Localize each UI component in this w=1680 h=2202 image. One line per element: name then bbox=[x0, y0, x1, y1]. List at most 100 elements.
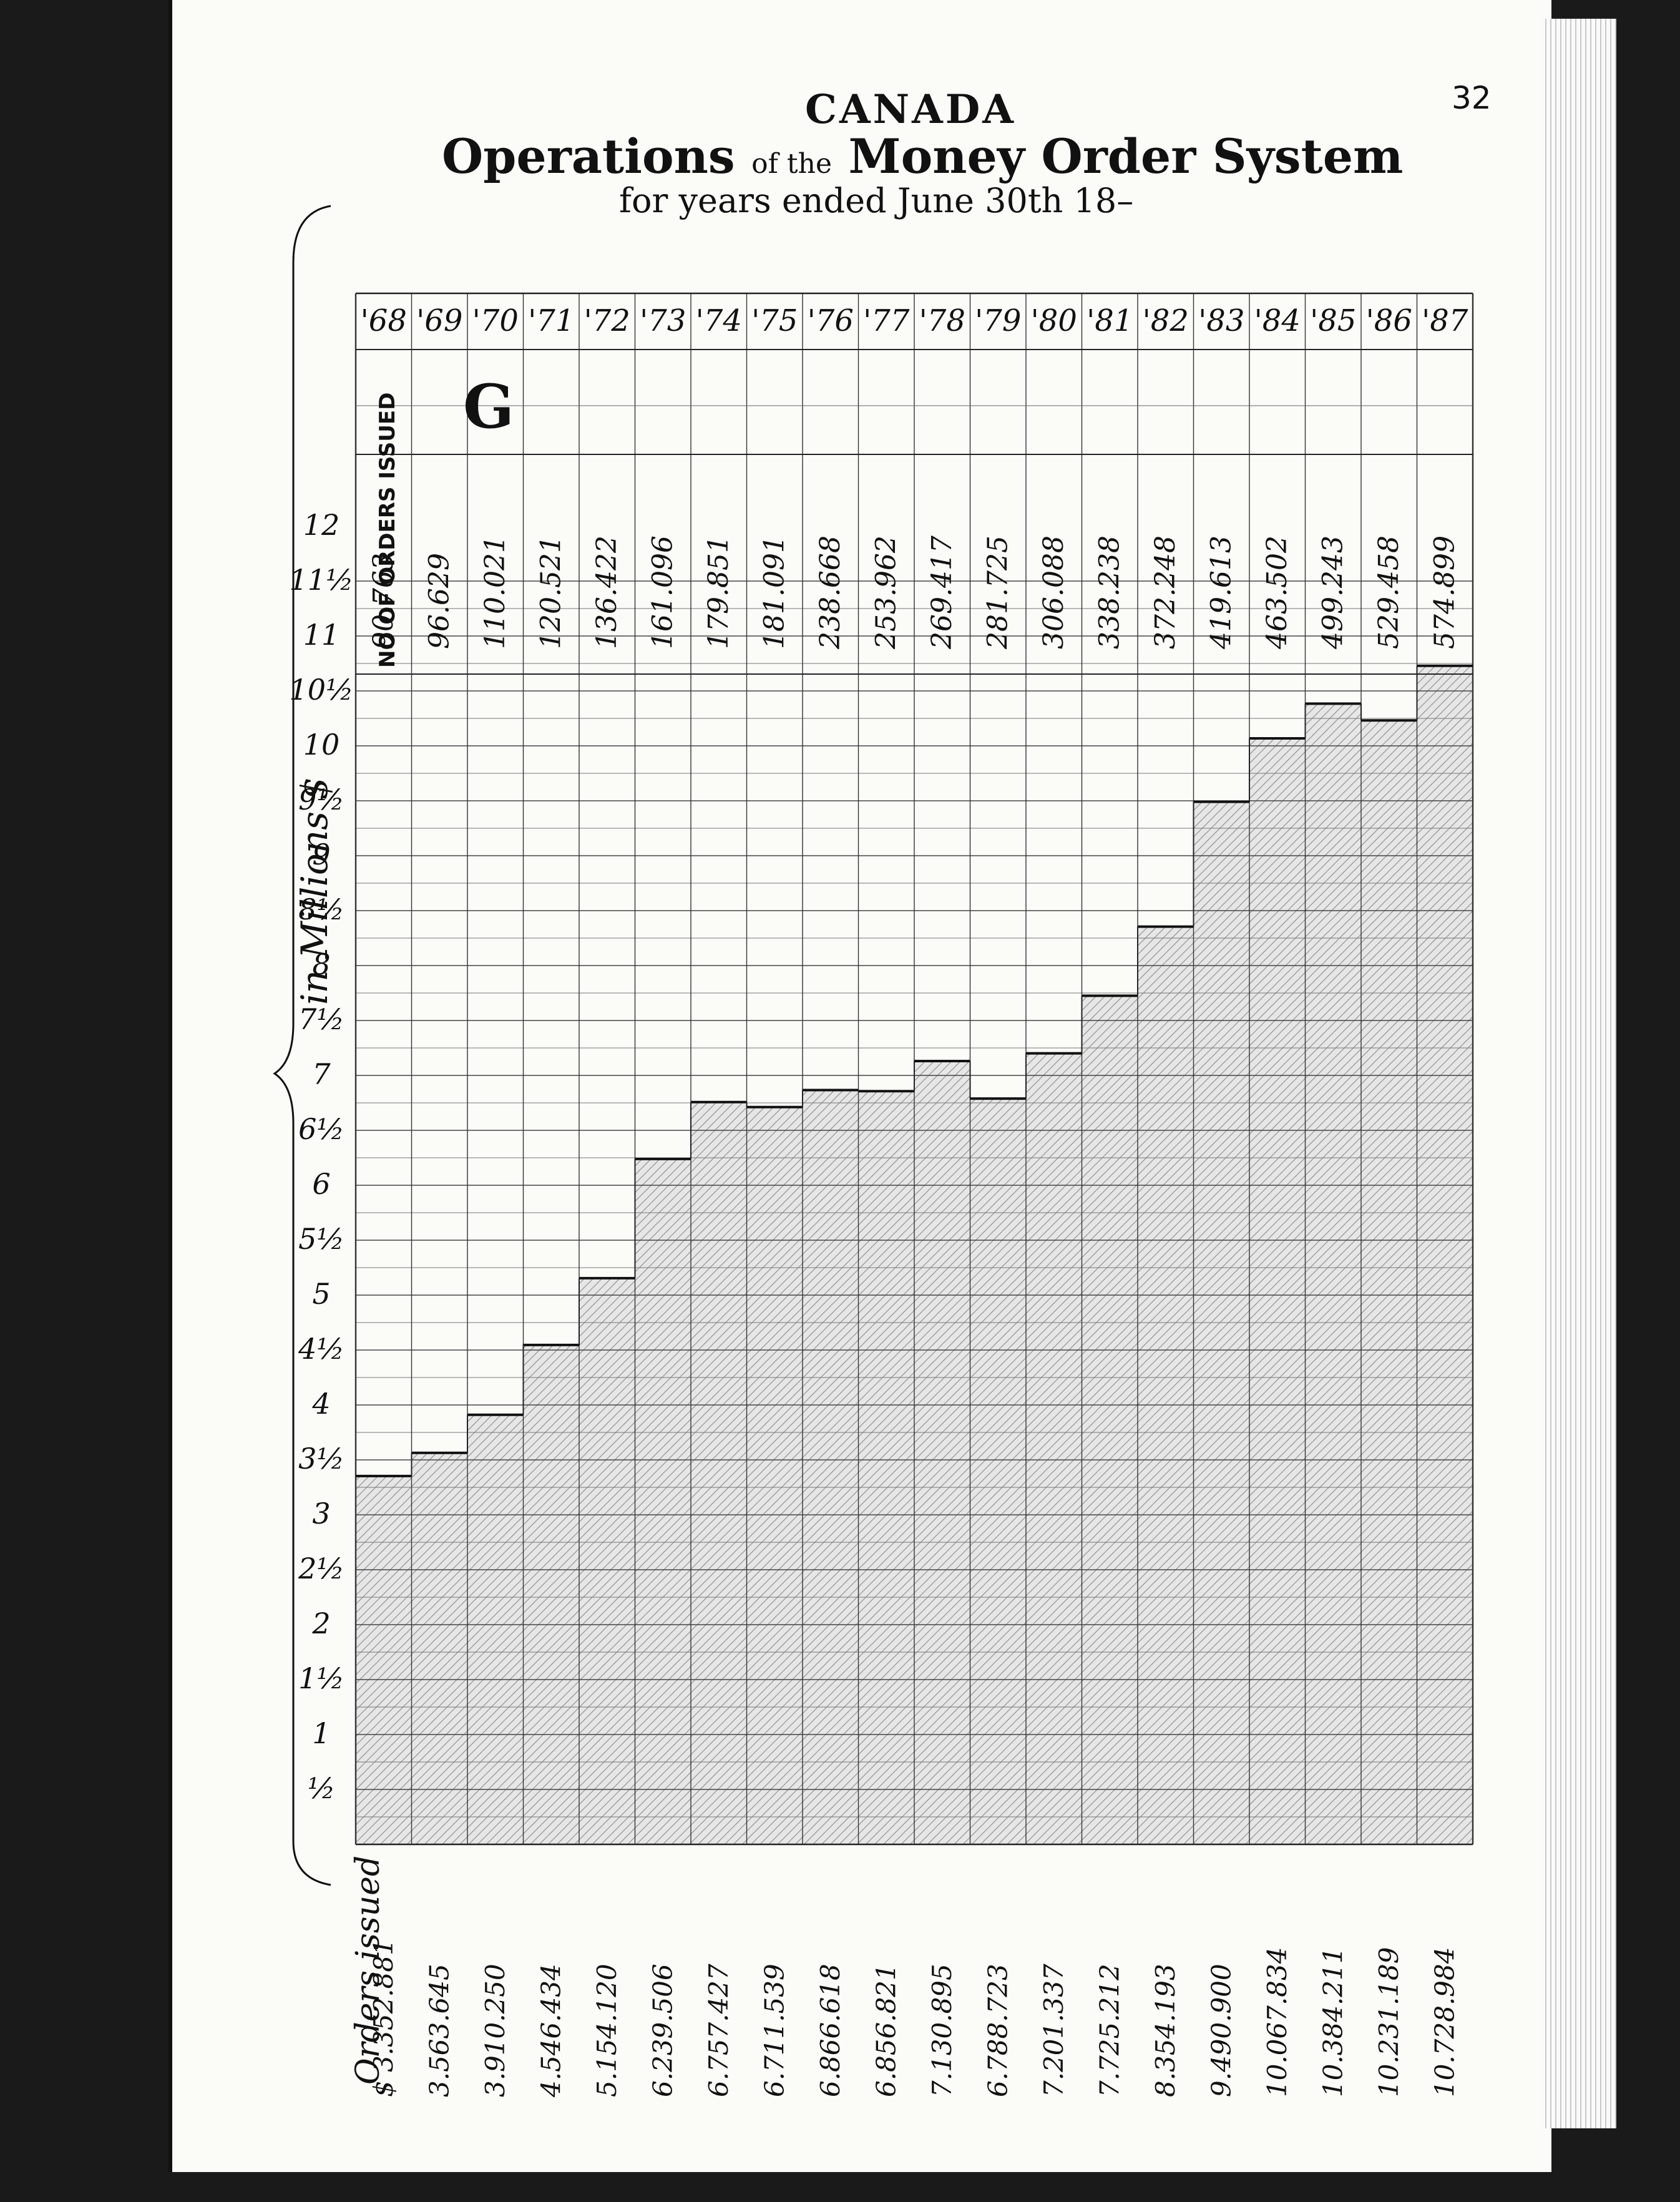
year-label-5: '73 bbox=[640, 303, 686, 338]
chart-decorations: NO OF ORDERS ISSUED G bbox=[273, 205, 514, 1886]
orders-issued-14: 372.248 bbox=[1150, 536, 1181, 649]
y-tick-label-10: 5½ bbox=[298, 1222, 344, 1256]
y-tick-label-18: 9½ bbox=[298, 783, 344, 816]
value-label-17: 10.384.211 bbox=[1317, 1947, 1348, 2097]
orders-issued-16: 463.502 bbox=[1261, 536, 1293, 650]
bar-13 bbox=[1082, 996, 1138, 1844]
y-tick-label-23: 12 bbox=[303, 508, 340, 542]
year-label-19: '87 bbox=[1422, 303, 1468, 338]
page-edge-stack bbox=[1541, 19, 1616, 2128]
y-tick-label-4: 2½ bbox=[298, 1552, 344, 1585]
orders-issued-15: 419.613 bbox=[1205, 536, 1237, 650]
year-label-9: '77 bbox=[863, 303, 910, 338]
y-tick-label-22: 11½ bbox=[289, 563, 353, 597]
bar-17 bbox=[1305, 703, 1361, 1844]
value-labels: $ 3.352.881 3.563.645 3.910.250 4.546.434 5.… bbox=[368, 1939, 1460, 2098]
y-tick-label-6: 3½ bbox=[298, 1442, 344, 1475]
orders-issued-19: 574.899 bbox=[1428, 536, 1460, 649]
value-label-9: 6.856.821 bbox=[871, 1964, 901, 2097]
y-tick-label-14: 7½ bbox=[298, 1002, 344, 1036]
bar-16 bbox=[1249, 738, 1306, 1844]
orders-issued-18: 529.458 bbox=[1373, 536, 1405, 649]
year-label-10: '78 bbox=[919, 303, 965, 338]
bar-5 bbox=[635, 1158, 691, 1844]
year-label-6: '74 bbox=[696, 303, 742, 338]
year-label-14: '82 bbox=[1143, 303, 1189, 338]
value-label-16: 10.067.834 bbox=[1262, 1947, 1292, 2097]
y-tick-label-20: 10½ bbox=[289, 673, 353, 707]
monogram-mark: G bbox=[463, 371, 514, 442]
value-label-6: 6.757.427 bbox=[703, 1964, 734, 2097]
value-label-11: 6.788.723 bbox=[982, 1964, 1013, 2097]
y-tick-label-21: 11 bbox=[303, 618, 340, 652]
bar-top-lines bbox=[356, 664, 1473, 1477]
y-axis-title: in Millions $ bbox=[293, 776, 336, 1005]
bar-19 bbox=[1417, 665, 1473, 1844]
bar-15 bbox=[1193, 801, 1249, 1844]
bar-7 bbox=[746, 1107, 803, 1844]
value-label-0: $ 3.352.881 bbox=[368, 1939, 399, 2097]
bar-6 bbox=[691, 1102, 747, 1844]
year-label-11: '79 bbox=[975, 303, 1021, 338]
bar-4 bbox=[579, 1278, 635, 1844]
chart-subtitle: Operations of the Money Order System bbox=[442, 129, 1403, 184]
value-label-4: 5.154.120 bbox=[592, 1964, 622, 2097]
bar-1 bbox=[411, 1452, 467, 1844]
year-label-1: '69 bbox=[416, 303, 462, 338]
y-tick-label-19: 10 bbox=[303, 728, 340, 761]
y-tick-label-7: 4 bbox=[311, 1387, 330, 1421]
y-tick-label-5: 3 bbox=[312, 1497, 330, 1530]
year-label-18: '86 bbox=[1366, 303, 1412, 338]
value-label-13: 7.725.212 bbox=[1094, 1964, 1125, 2097]
year-label-2: '70 bbox=[472, 303, 519, 338]
bars-layer bbox=[356, 665, 1473, 1844]
value-label-19: 10.728.984 bbox=[1429, 1947, 1460, 2097]
orders-issued-5: 161.096 bbox=[647, 536, 678, 649]
y-tick-label-16: 8½ bbox=[298, 893, 344, 926]
y-tick-label-3: 2 bbox=[311, 1607, 330, 1640]
y-tick-label-17: 9 bbox=[312, 838, 330, 871]
curly-brace bbox=[273, 205, 331, 1886]
grid-layer bbox=[354, 292, 1474, 1846]
bar-11 bbox=[970, 1099, 1026, 1844]
bar-3 bbox=[523, 1344, 579, 1844]
year-label-4: '72 bbox=[584, 303, 630, 338]
orders-issued-13: 338.238 bbox=[1093, 536, 1125, 649]
year-label-3: '71 bbox=[528, 303, 574, 338]
orders-issued-0: 90.763 bbox=[368, 553, 399, 649]
y-tick-label-0: ½ bbox=[308, 1771, 336, 1805]
year-label-17: '85 bbox=[1310, 303, 1356, 338]
value-label-7: 6.711.539 bbox=[759, 1964, 789, 2097]
orders-issued-2: 110.021 bbox=[479, 536, 511, 649]
orders-issued-4: 136.422 bbox=[591, 536, 623, 649]
orders-issued-8: 238.668 bbox=[814, 536, 846, 650]
subtitle-word-of-the: of the bbox=[751, 148, 832, 180]
bar-14 bbox=[1138, 926, 1194, 1844]
value-label-18: 10.231.189 bbox=[1374, 1947, 1404, 2097]
chart-subtitle-line2: for years ended June 30th 18– bbox=[619, 181, 1134, 220]
year-label-12: '80 bbox=[1031, 303, 1077, 338]
orders-issued-7: 181.091 bbox=[758, 536, 790, 649]
year-label-15: '83 bbox=[1198, 303, 1244, 338]
year-label-13: '81 bbox=[1087, 303, 1133, 338]
y-tick-label-2: 1½ bbox=[298, 1661, 344, 1695]
orders-issued-3: 120.521 bbox=[535, 536, 567, 649]
value-label-3: 4.546.434 bbox=[535, 1964, 566, 2098]
year-label-8: '76 bbox=[808, 303, 854, 338]
year-labels: '68 '69 '70 '71 '72 '73 '74 '75 '76 '77 '78 '79 '80 '… bbox=[361, 303, 1468, 338]
orders-issued-11: 281.725 bbox=[982, 536, 1013, 650]
value-label-5: 6.239.506 bbox=[647, 1964, 678, 2097]
value-label-10: 7.130.895 bbox=[927, 1964, 957, 2097]
bar-0 bbox=[356, 1475, 412, 1844]
y-tick-label-15: 8 bbox=[312, 947, 330, 981]
y-tick-label-11: 6 bbox=[312, 1167, 330, 1201]
orders-column-heading: NO OF ORDERS ISSUED bbox=[375, 393, 400, 668]
y-tick-label-12: 6½ bbox=[298, 1112, 344, 1146]
orders-issued-12: 306.088 bbox=[1038, 536, 1070, 649]
y-tick-label-1: 1 bbox=[312, 1716, 330, 1750]
x-axis-heading: Orders issued bbox=[349, 1855, 387, 2085]
y-tick-label-9: 5 bbox=[312, 1277, 330, 1311]
orders-issued-9: 253.962 bbox=[870, 536, 902, 650]
